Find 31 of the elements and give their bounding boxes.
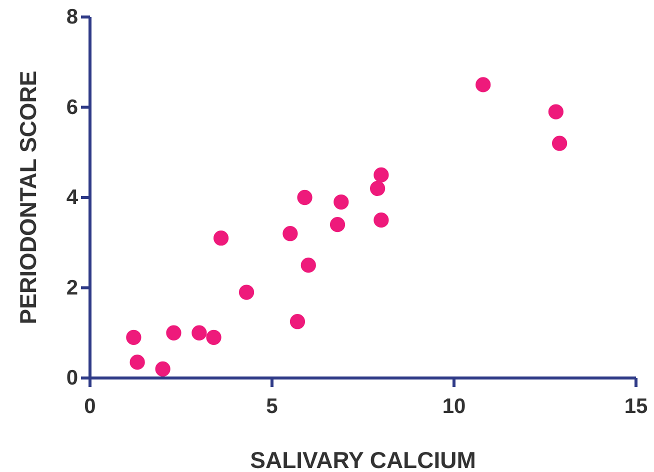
x-tick-label: 5 (266, 395, 278, 418)
point (334, 194, 349, 210)
point (300, 258, 316, 273)
point (548, 104, 564, 120)
y-tick-label: 6 (66, 96, 78, 119)
point (130, 354, 145, 370)
y-tick-label: 4 (66, 186, 78, 210)
point (330, 217, 346, 232)
point (155, 361, 170, 377)
point (166, 325, 182, 340)
point (206, 330, 222, 345)
point (370, 180, 386, 196)
x-tick-label: 15 (624, 395, 648, 418)
point (126, 330, 142, 345)
point (238, 284, 254, 300)
point (213, 230, 229, 246)
y-tick-label: 0 (66, 366, 78, 390)
point (552, 136, 568, 151)
point (374, 212, 389, 228)
x-axis-title: SALIVARY CALCIUM (250, 447, 476, 472)
point (374, 167, 389, 182)
point (290, 314, 306, 330)
point (476, 77, 491, 92)
x-tick-label: 0 (84, 395, 96, 418)
y-tick-label: 2 (66, 276, 78, 300)
y-tick-label: 8 (66, 6, 78, 29)
point (297, 190, 312, 206)
x-tick-label: 10 (442, 395, 466, 418)
point (282, 226, 298, 242)
y-axis-title: PERIODONTAL SCORE (15, 70, 41, 324)
point (192, 325, 207, 340)
